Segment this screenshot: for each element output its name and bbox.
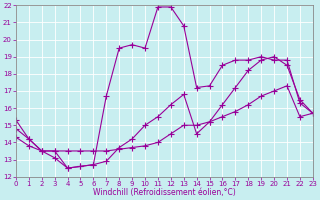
X-axis label: Windchill (Refroidissement éolien,°C): Windchill (Refroidissement éolien,°C) — [93, 188, 236, 197]
